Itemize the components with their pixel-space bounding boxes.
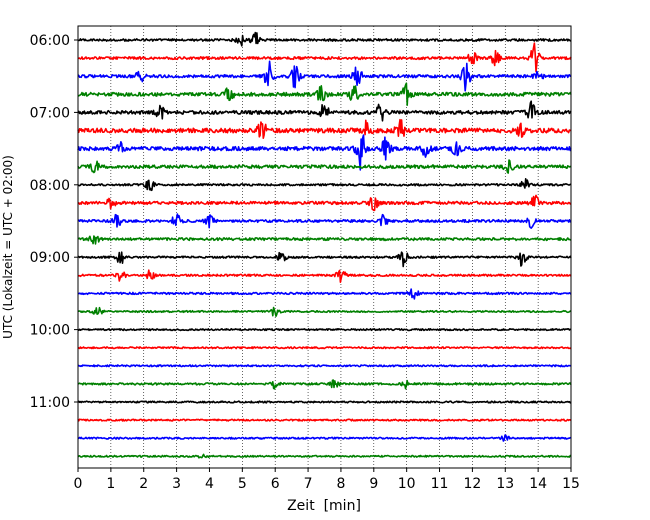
trace-1015: [77, 346, 572, 350]
trace-0630: [77, 60, 572, 92]
y-tick-label: 06:00: [30, 33, 70, 49]
y-axis: 06:00 07:00 08:00 09:00 10:00 11:00: [30, 33, 78, 411]
trace-0600: [77, 31, 572, 47]
y-tick-label: 07:00: [30, 105, 70, 121]
y-axis-label: UTC (Lokalzeit = UTC + 02:00): [1, 155, 15, 339]
traces: [77, 31, 572, 459]
x-tick-label: 4: [205, 476, 214, 492]
x-tick-label: 5: [238, 476, 247, 492]
trace-0815: [77, 194, 572, 212]
trace-0745: [77, 159, 572, 174]
x-tick-label: 2: [139, 476, 148, 492]
x-axis: 0 1 2 3 4 5 6 7 8 9 10 11 12 13 14 15: [74, 468, 580, 492]
x-tick-label: 3: [172, 476, 181, 492]
y-tick-label: 08:00: [30, 178, 70, 194]
plot-frame: [77, 25, 572, 469]
trace-1130: [77, 434, 572, 442]
trace-0915: [77, 269, 572, 283]
x-tick-label: 8: [336, 476, 345, 492]
x-tick-label: 15: [562, 476, 580, 492]
x-tick-label: 13: [496, 476, 514, 492]
x-tick-label: 0: [74, 476, 83, 492]
x-tick-label: 1: [106, 476, 115, 492]
x-tick-label: 14: [529, 476, 547, 492]
x-tick-label: 12: [463, 476, 481, 492]
trace-1115: [77, 418, 572, 422]
trace-0700: [77, 100, 572, 122]
trace-1000: [77, 328, 572, 332]
trace-0900: [77, 251, 572, 268]
trace-0830: [77, 213, 572, 229]
y-tick-label: 10:00: [30, 323, 70, 339]
x-axis-label: Zeit [min]: [287, 498, 361, 514]
x-tick-label: 6: [271, 476, 280, 492]
trace-0615: [77, 42, 572, 73]
trace-0930: [77, 288, 572, 300]
trace-1030: [77, 364, 572, 368]
y-tick-label: 11:00: [30, 395, 70, 411]
trace-0645: [77, 82, 572, 106]
x-tick-label: 10: [398, 476, 416, 492]
trace-0945: [77, 306, 572, 317]
trace-0845: [77, 235, 572, 245]
x-tick-label: 11: [431, 476, 449, 492]
x-tick-label: 9: [369, 476, 378, 492]
trace-0730: [77, 134, 572, 171]
trace-1145: [77, 453, 572, 459]
trace-1045: [77, 379, 572, 390]
x-tick-label: 7: [304, 476, 313, 492]
y-tick-label: 09:00: [30, 250, 70, 266]
trace-0800: [77, 178, 572, 192]
trace-0715: [77, 118, 572, 139]
trace-1100: [77, 400, 572, 404]
